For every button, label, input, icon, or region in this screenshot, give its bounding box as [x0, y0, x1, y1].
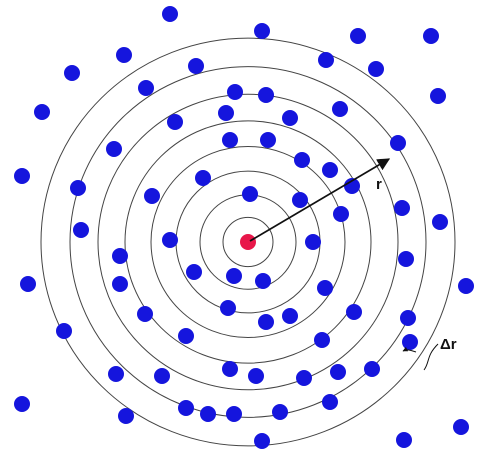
shell-ring	[40, 37, 456, 447]
particle	[112, 276, 128, 292]
particle	[162, 232, 178, 248]
particle	[394, 200, 410, 216]
particle	[396, 432, 412, 448]
particle	[346, 304, 362, 320]
particle	[195, 170, 211, 186]
shell-ring	[124, 120, 372, 364]
shell-width-label: Δr	[440, 336, 457, 353]
particle	[242, 186, 258, 202]
particle	[344, 178, 360, 194]
particle	[258, 87, 274, 103]
particle	[254, 433, 270, 449]
particle	[330, 364, 346, 380]
radius-arrow	[249, 158, 391, 242]
radius-label: r	[376, 176, 382, 193]
particle	[453, 419, 469, 435]
particle	[137, 306, 153, 322]
particle	[167, 114, 183, 130]
shell-ring	[222, 216, 274, 268]
particle	[296, 370, 312, 386]
particle	[186, 264, 202, 280]
particle	[272, 404, 288, 420]
particle	[108, 366, 124, 382]
particle	[144, 188, 160, 204]
particle	[248, 368, 264, 384]
particle	[254, 23, 270, 39]
particle	[222, 132, 238, 148]
particle	[402, 334, 418, 350]
particle	[258, 314, 274, 330]
particle	[458, 278, 474, 294]
particle	[350, 28, 366, 44]
particle	[112, 248, 128, 264]
particle	[255, 273, 271, 289]
particle	[116, 47, 132, 63]
particle	[282, 308, 298, 324]
particle	[178, 328, 194, 344]
particle	[400, 310, 416, 326]
particle	[64, 65, 80, 81]
particle-group	[14, 6, 474, 449]
particle	[314, 332, 330, 348]
particle	[227, 84, 243, 100]
particle	[364, 361, 380, 377]
particle	[56, 323, 72, 339]
particle	[398, 251, 414, 267]
particle	[178, 400, 194, 416]
particle	[218, 105, 234, 121]
reference-particle	[240, 234, 256, 250]
particle	[294, 152, 310, 168]
particle	[106, 141, 122, 157]
particle	[430, 88, 446, 104]
shell-ring	[97, 93, 399, 391]
particle	[322, 162, 338, 178]
shell-ring	[69, 66, 427, 418]
concentric-shells	[40, 37, 456, 447]
particle	[200, 406, 216, 422]
particle	[138, 80, 154, 96]
particle	[222, 361, 238, 377]
particle	[305, 234, 321, 250]
particle	[390, 135, 406, 151]
particle	[317, 280, 333, 296]
particle	[322, 394, 338, 410]
particle	[188, 58, 204, 74]
particle	[73, 222, 89, 238]
particle	[34, 104, 50, 120]
particle	[118, 408, 134, 424]
particle	[20, 276, 36, 292]
particle	[260, 132, 276, 148]
shell-width-pointer	[423, 343, 439, 371]
particle	[14, 396, 30, 412]
particle	[154, 368, 170, 384]
particle	[14, 168, 30, 184]
shell-width-indicator: Δr	[402, 336, 457, 371]
particle	[70, 180, 86, 196]
particle	[332, 101, 348, 117]
particle	[423, 28, 439, 44]
particle	[226, 268, 242, 284]
shell-width-arrow	[402, 346, 417, 353]
particle	[318, 52, 334, 68]
particle	[368, 61, 384, 77]
particle	[333, 206, 349, 222]
particle	[220, 300, 236, 316]
particle	[162, 6, 178, 22]
particle	[226, 406, 242, 422]
shell-ring	[150, 145, 346, 339]
particle	[432, 214, 448, 230]
particle	[292, 192, 308, 208]
particle	[282, 110, 298, 126]
